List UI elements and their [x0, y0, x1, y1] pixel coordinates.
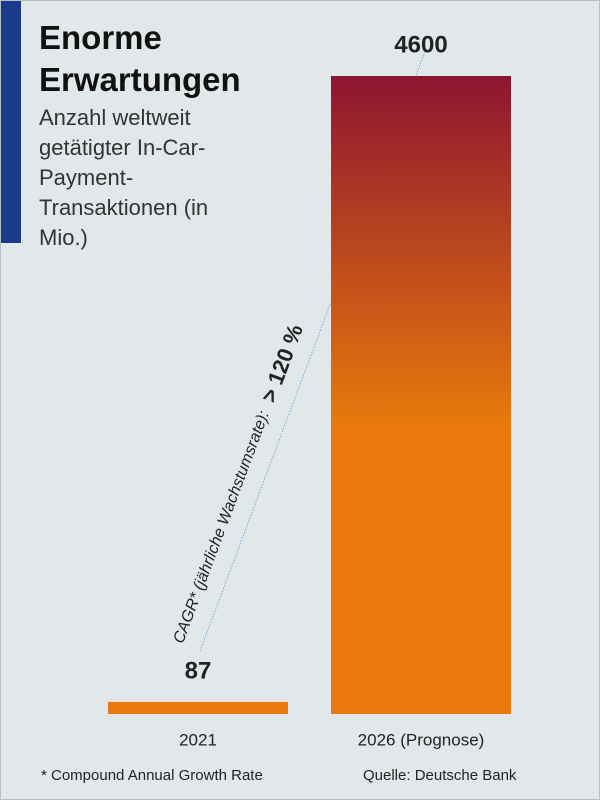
accent-bar [1, 1, 21, 243]
source: Quelle: Deutsche Bank [363, 767, 517, 784]
x-tick-label: 2026 (Prognose) [358, 730, 485, 749]
footnote: * Compound Annual Growth Rate [41, 767, 263, 784]
annotation-value: > 120 % [256, 321, 308, 406]
annotation: CAGR* (jährliche Wachstumsrate): > 120 % [166, 321, 308, 647]
chart-subtitle: Anzahl weltweit getätigter In-Car-Paymen… [39, 105, 209, 250]
x-tick-label: 2021 [179, 730, 217, 749]
growth-line [199, 48, 427, 652]
value-label: 87 [185, 657, 212, 684]
value-label: 4600 [394, 31, 447, 58]
bar [108, 701, 288, 714]
chart-title: Enorme Erwartungen [39, 19, 241, 98]
annotation-text: CAGR* (jährliche Wachstumsrate): [171, 409, 273, 646]
bar [331, 76, 511, 714]
